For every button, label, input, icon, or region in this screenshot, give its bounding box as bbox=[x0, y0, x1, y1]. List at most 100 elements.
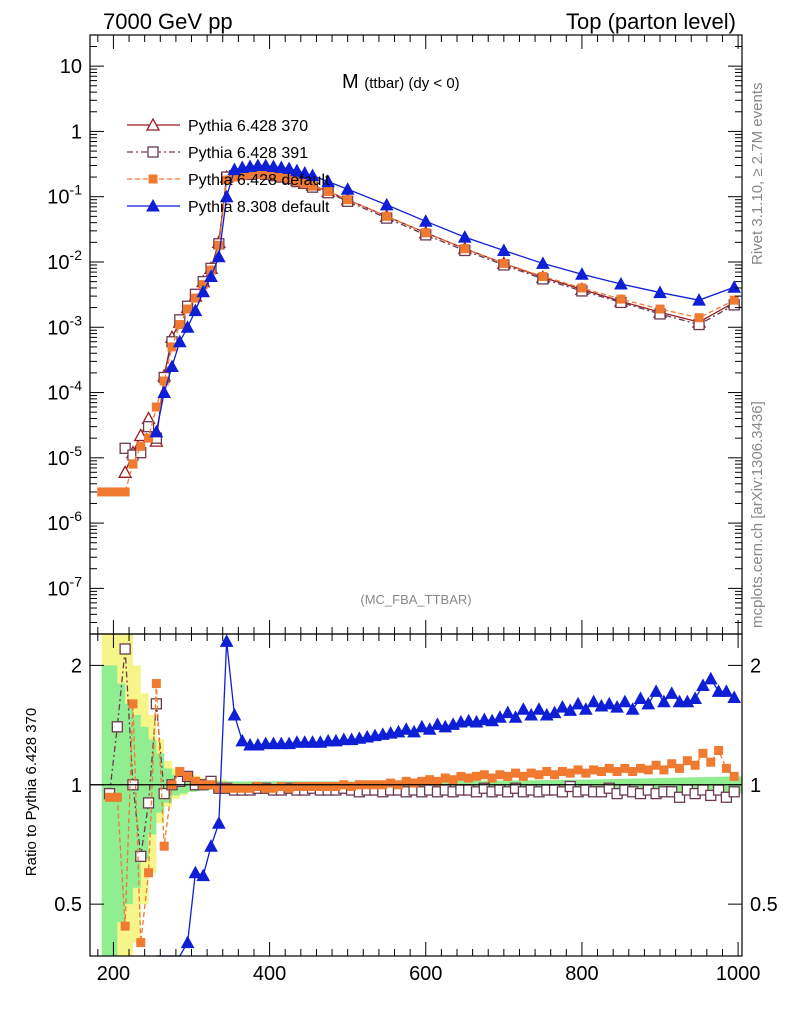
ratio-point bbox=[604, 763, 614, 773]
ratio-point bbox=[425, 775, 435, 785]
ratio-point bbox=[628, 767, 638, 777]
ratio-point bbox=[542, 767, 552, 777]
data-point bbox=[497, 243, 511, 256]
y-tick-label: 10-1 bbox=[47, 182, 82, 209]
ratio-point bbox=[159, 841, 169, 851]
ratio-point bbox=[487, 773, 497, 783]
data-point bbox=[729, 295, 739, 305]
header-right: Top (parton level) bbox=[566, 9, 736, 34]
y-tick-base: 10 bbox=[47, 448, 69, 470]
ratio-point bbox=[323, 782, 333, 792]
legend-entry: Pythia 6.428 370 bbox=[127, 117, 308, 135]
y-tick-base: 10 bbox=[47, 383, 69, 405]
y-tick-base: 10 bbox=[47, 252, 69, 274]
ratio-point bbox=[227, 707, 242, 721]
data-point bbox=[538, 271, 548, 281]
ratio-point bbox=[586, 694, 601, 708]
data-point bbox=[183, 304, 193, 314]
data-point bbox=[112, 487, 122, 497]
ratio-point bbox=[472, 771, 482, 781]
ratio-point bbox=[620, 763, 630, 773]
ratio-point bbox=[727, 690, 742, 703]
ratio-point bbox=[589, 765, 599, 775]
plot-title-main: M bbox=[342, 71, 359, 93]
ratio-point bbox=[675, 763, 685, 773]
data-point bbox=[97, 487, 107, 497]
data-point bbox=[149, 424, 164, 438]
data-point bbox=[180, 320, 195, 333]
data-point bbox=[274, 160, 289, 174]
data-point bbox=[575, 267, 589, 280]
ratio-point bbox=[331, 782, 341, 792]
ratio-point bbox=[534, 770, 544, 780]
x-tick-label: 1000 bbox=[716, 963, 761, 985]
ratio-point bbox=[555, 700, 570, 713]
ratio-point bbox=[479, 770, 489, 780]
rivet-label: Rivet 3.1.10, ≥ 2.7M events bbox=[749, 83, 766, 266]
ratio-point bbox=[477, 712, 492, 726]
data-point bbox=[133, 428, 148, 442]
ratio-point bbox=[158, 787, 170, 800]
data-point bbox=[382, 211, 392, 221]
y-tick-label: 10-5 bbox=[47, 443, 82, 470]
ratio-point bbox=[495, 770, 505, 780]
ratio-point bbox=[347, 782, 357, 792]
ratio-point bbox=[714, 746, 724, 756]
ratio-point bbox=[682, 756, 692, 766]
ratio-point bbox=[399, 722, 414, 735]
ratio-point bbox=[144, 868, 154, 878]
ratio-point bbox=[612, 767, 622, 777]
ratio-point bbox=[571, 696, 585, 710]
ratio-point bbox=[625, 702, 640, 715]
x-tick-label: 200 bbox=[97, 963, 130, 985]
ratio-point bbox=[175, 767, 185, 777]
data-point bbox=[282, 161, 296, 175]
data-point bbox=[308, 181, 318, 191]
data-point bbox=[157, 385, 172, 399]
ratio-point bbox=[511, 768, 521, 778]
ratio-point bbox=[503, 771, 513, 781]
series-line bbox=[124, 172, 735, 473]
data-point bbox=[196, 284, 211, 298]
y-tick-label: 10-6 bbox=[47, 508, 82, 535]
ratio-point bbox=[565, 768, 575, 778]
ratio-point bbox=[633, 691, 648, 705]
ratio-point bbox=[135, 850, 147, 862]
ratio-point bbox=[673, 791, 686, 803]
y-tick-label: 10-3 bbox=[47, 312, 82, 339]
ratio-point bbox=[688, 691, 702, 705]
data-point bbox=[119, 442, 131, 454]
y-tick-base: 10 bbox=[47, 317, 69, 339]
ratio-point bbox=[618, 694, 632, 708]
data-point bbox=[188, 303, 203, 317]
ratio-point bbox=[292, 782, 302, 792]
ratio-point bbox=[550, 770, 560, 780]
ratio-point bbox=[136, 938, 146, 948]
ratio-point bbox=[142, 797, 155, 809]
y-tick-base: 10 bbox=[47, 578, 69, 600]
ratio-point bbox=[386, 778, 396, 788]
data-point bbox=[175, 320, 185, 330]
ratio-point bbox=[706, 757, 716, 767]
ratio-line bbox=[108, 648, 735, 857]
data-point bbox=[204, 269, 218, 282]
ratio-tick-label-right: 2 bbox=[750, 655, 761, 677]
ratio-point bbox=[659, 765, 669, 775]
ratio-point bbox=[300, 782, 310, 792]
data-point bbox=[120, 487, 130, 497]
x-tick-label: 600 bbox=[409, 963, 442, 985]
y-tick-exponent: -6 bbox=[70, 508, 83, 524]
ratio-point bbox=[401, 776, 411, 786]
ratio-point bbox=[448, 775, 458, 785]
data-point bbox=[460, 244, 470, 254]
ratio-tick-label-right: 0.5 bbox=[750, 894, 778, 916]
ratio-point bbox=[268, 783, 278, 793]
ratio-point bbox=[698, 748, 708, 758]
ratio-point bbox=[578, 702, 593, 715]
data-point bbox=[266, 159, 281, 173]
y-tick-label: 10-7 bbox=[47, 573, 82, 600]
data-point bbox=[142, 421, 155, 433]
legend-marker bbox=[148, 174, 158, 184]
ratio-point bbox=[651, 760, 661, 770]
ratio-point bbox=[641, 696, 656, 710]
